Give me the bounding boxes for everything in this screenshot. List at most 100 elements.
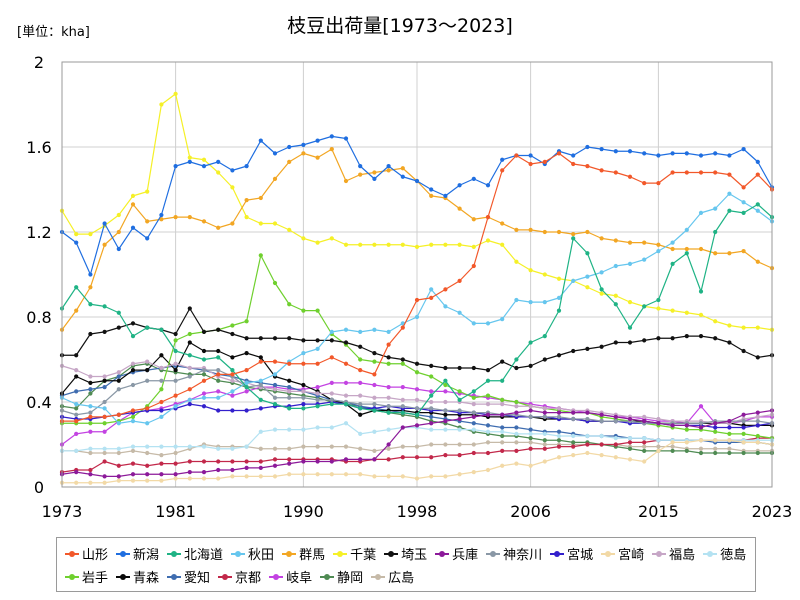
data-point xyxy=(301,444,306,449)
data-point xyxy=(471,263,476,269)
data-point xyxy=(343,242,349,247)
data-point xyxy=(272,151,278,156)
data-point xyxy=(216,395,221,400)
data-point xyxy=(400,474,405,479)
data-point xyxy=(457,408,462,413)
data-point xyxy=(159,217,164,222)
data-point xyxy=(258,406,263,411)
legend-marker xyxy=(384,550,399,557)
data-point xyxy=(514,227,519,232)
legend-marker xyxy=(652,550,667,557)
data-point xyxy=(201,470,207,475)
data-point xyxy=(244,215,249,220)
data-point xyxy=(698,450,704,456)
data-point xyxy=(159,453,164,458)
data-point xyxy=(216,446,221,451)
data-point xyxy=(741,325,746,330)
data-point xyxy=(159,378,164,383)
data-point xyxy=(358,393,363,398)
data-point xyxy=(116,325,121,330)
data-point xyxy=(102,221,107,226)
data-point xyxy=(556,276,562,281)
data-point xyxy=(713,429,718,434)
data-point xyxy=(514,431,519,436)
data-point xyxy=(358,329,363,334)
legend-row: 山形 新潟 北海道 秋田 群馬 千葉 埼玉 兵庫 神奈川 宮城 宮崎 福島 徳島 xyxy=(65,542,755,565)
data-point xyxy=(443,242,448,247)
data-point xyxy=(528,363,533,368)
data-point xyxy=(471,450,476,456)
data-point xyxy=(485,429,491,434)
data-point xyxy=(74,412,79,417)
series-group xyxy=(59,151,775,424)
data-point xyxy=(287,378,292,383)
data-point xyxy=(358,412,363,417)
data-point xyxy=(414,423,420,428)
data-point xyxy=(301,382,306,388)
data-point xyxy=(116,229,121,235)
data-point xyxy=(443,382,448,388)
data-point xyxy=(88,450,93,456)
data-point xyxy=(627,457,633,462)
data-point xyxy=(755,202,760,207)
data-point xyxy=(485,440,491,445)
data-point xyxy=(656,297,661,303)
data-point xyxy=(500,440,505,445)
data-point xyxy=(201,459,207,464)
data-point xyxy=(485,321,491,326)
data-point xyxy=(102,385,107,390)
data-point xyxy=(414,412,420,417)
data-point xyxy=(556,444,562,449)
data-point xyxy=(201,219,207,224)
data-point xyxy=(457,442,462,447)
data-point xyxy=(514,425,519,430)
data-point xyxy=(343,444,349,449)
data-point xyxy=(329,147,334,152)
data-point xyxy=(230,378,235,383)
data-point xyxy=(301,142,306,147)
data-point xyxy=(301,402,306,407)
data-point xyxy=(102,242,107,247)
data-point xyxy=(684,151,689,156)
data-point xyxy=(471,244,476,249)
series-group xyxy=(59,408,775,479)
data-point xyxy=(400,242,405,247)
data-point xyxy=(74,406,79,411)
legend-label: 群馬 xyxy=(299,548,326,563)
data-point xyxy=(414,370,420,375)
data-point xyxy=(571,232,576,237)
data-point xyxy=(471,470,476,475)
data-point xyxy=(713,336,718,341)
data-point xyxy=(102,474,107,479)
data-point xyxy=(642,257,647,262)
data-point xyxy=(429,393,434,398)
data-point xyxy=(258,378,263,383)
legend-label: 秋田 xyxy=(248,548,275,563)
data-point xyxy=(400,425,405,430)
data-point xyxy=(216,368,221,373)
legend-item: 徳島 xyxy=(703,544,746,563)
data-point xyxy=(372,372,377,377)
data-point xyxy=(130,334,136,339)
data-point xyxy=(358,402,363,407)
data-point xyxy=(258,429,263,434)
data-point xyxy=(599,291,604,296)
data-point xyxy=(201,372,207,377)
legend-marker xyxy=(601,550,616,557)
data-point xyxy=(343,421,349,426)
data-point xyxy=(571,278,576,283)
data-point xyxy=(173,361,178,366)
data-point xyxy=(585,450,590,456)
legend-item: 福島 xyxy=(652,544,695,563)
data-point xyxy=(201,378,207,383)
data-point xyxy=(429,474,434,479)
data-point xyxy=(116,450,121,456)
data-point xyxy=(556,353,562,358)
data-point xyxy=(258,382,263,388)
data-point xyxy=(741,185,746,190)
data-point xyxy=(343,178,349,184)
data-point xyxy=(698,334,704,339)
data-point xyxy=(74,431,79,436)
data-point xyxy=(599,453,604,458)
data-point xyxy=(642,338,647,343)
